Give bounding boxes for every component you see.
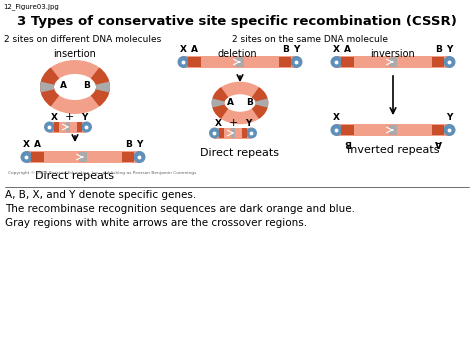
Text: A: A bbox=[435, 138, 442, 147]
Text: X: X bbox=[23, 140, 30, 149]
Bar bbox=[341, 56, 354, 67]
Text: B: B bbox=[344, 138, 351, 147]
Text: B: B bbox=[83, 82, 90, 91]
Bar bbox=[31, 152, 44, 162]
Circle shape bbox=[291, 56, 302, 68]
FancyBboxPatch shape bbox=[183, 56, 297, 68]
Bar bbox=[77, 122, 82, 132]
FancyBboxPatch shape bbox=[49, 121, 86, 132]
Bar bbox=[66, 122, 70, 132]
Circle shape bbox=[177, 56, 190, 68]
Text: The recombinase recognition sequences are dark orange and blue.: The recombinase recognition sequences ar… bbox=[5, 204, 355, 214]
Text: X: X bbox=[215, 119, 221, 127]
Text: +: + bbox=[228, 118, 237, 128]
Text: B: B bbox=[435, 45, 442, 54]
Circle shape bbox=[20, 151, 33, 163]
Text: Y: Y bbox=[447, 45, 453, 54]
Bar bbox=[341, 125, 354, 135]
FancyBboxPatch shape bbox=[337, 124, 449, 136]
Text: Y: Y bbox=[447, 113, 453, 122]
Text: 2 sites on different DNA molecules: 2 sites on different DNA molecules bbox=[4, 35, 162, 44]
Text: A: A bbox=[227, 98, 234, 107]
Bar bbox=[432, 125, 445, 135]
Circle shape bbox=[246, 127, 257, 138]
Circle shape bbox=[81, 121, 92, 132]
Bar bbox=[189, 56, 201, 67]
Text: B: B bbox=[125, 140, 132, 149]
Text: Gray regions with white arrows are the crossover regions.: Gray regions with white arrows are the c… bbox=[5, 218, 307, 228]
Bar bbox=[389, 125, 397, 135]
FancyBboxPatch shape bbox=[215, 127, 252, 138]
Text: X: X bbox=[333, 45, 340, 54]
Text: Copyright © 2008 Pearson Education, Inc., publishing as Pearson Benjamin Cumming: Copyright © 2008 Pearson Education, Inc.… bbox=[8, 171, 196, 175]
Text: +: + bbox=[64, 112, 73, 122]
Text: Y: Y bbox=[81, 113, 87, 121]
Text: A, B, X, and Y denote specific genes.: A, B, X, and Y denote specific genes. bbox=[5, 190, 196, 200]
FancyBboxPatch shape bbox=[337, 56, 449, 68]
Text: X: X bbox=[180, 45, 187, 54]
Text: Inverted repeats: Inverted repeats bbox=[347, 145, 439, 155]
Bar bbox=[432, 56, 445, 67]
Text: Direct repeats: Direct repeats bbox=[201, 148, 280, 158]
Text: deletion: deletion bbox=[217, 49, 257, 59]
FancyBboxPatch shape bbox=[27, 151, 139, 163]
Text: Y: Y bbox=[293, 45, 300, 54]
Bar bbox=[279, 56, 292, 67]
Text: A: A bbox=[344, 45, 351, 54]
Text: 2 sites on the same DNA molecule: 2 sites on the same DNA molecule bbox=[232, 35, 388, 44]
Circle shape bbox=[444, 124, 456, 136]
Circle shape bbox=[209, 127, 220, 138]
Text: Direct repeats: Direct repeats bbox=[36, 171, 115, 181]
Text: insertion: insertion bbox=[54, 49, 96, 59]
Bar bbox=[79, 152, 87, 162]
Bar bbox=[389, 56, 397, 67]
Text: B: B bbox=[246, 98, 253, 107]
Text: A: A bbox=[60, 82, 67, 91]
Text: Y: Y bbox=[245, 119, 251, 127]
Text: X: X bbox=[333, 113, 340, 122]
Text: B: B bbox=[282, 45, 289, 54]
Bar bbox=[122, 152, 135, 162]
Circle shape bbox=[134, 151, 146, 163]
Bar bbox=[236, 56, 245, 67]
Circle shape bbox=[444, 56, 456, 68]
Bar bbox=[54, 122, 59, 132]
Bar bbox=[242, 128, 247, 138]
Text: X: X bbox=[51, 113, 57, 121]
Text: inversion: inversion bbox=[371, 49, 415, 59]
Circle shape bbox=[330, 124, 343, 136]
Text: Y: Y bbox=[137, 140, 143, 149]
Bar bbox=[219, 128, 224, 138]
Text: 3 Types of conservative site specific recombination (CSSR): 3 Types of conservative site specific re… bbox=[17, 15, 457, 28]
Text: A: A bbox=[34, 140, 41, 149]
Circle shape bbox=[330, 56, 343, 68]
Bar bbox=[231, 128, 235, 138]
Text: A: A bbox=[191, 45, 198, 54]
Circle shape bbox=[44, 121, 55, 132]
Text: 12_Figure03.jpg: 12_Figure03.jpg bbox=[3, 3, 59, 10]
